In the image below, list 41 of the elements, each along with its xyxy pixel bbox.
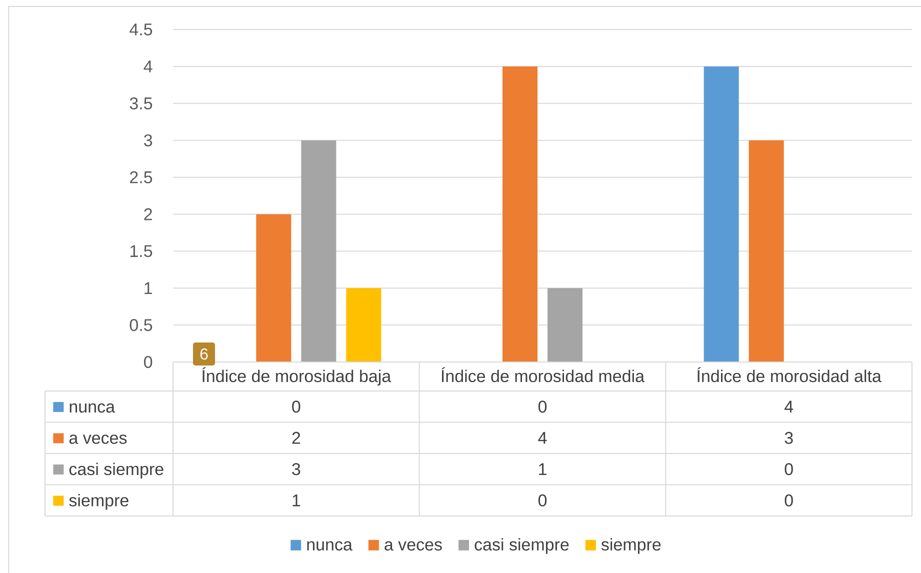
data-label: 4 [538,432,547,444]
data-label: 0 [292,400,300,413]
bar [346,288,382,362]
data-label: 0 [784,463,793,476]
y-tick-label: 2.5 [130,171,152,184]
y-tick-label: 0.5 [130,319,152,332]
bar [301,140,336,362]
data-label: 1 [292,494,300,506]
legend-label: casi siempre [69,462,164,479]
data-label: 3 [784,432,793,444]
y-tick-label: 0 [144,356,152,368]
bar [502,66,538,362]
text: a veces [384,541,442,551]
bar [256,214,292,362]
data-label: 0 [538,400,547,413]
y-tick-label: 3.5 [130,97,152,110]
legend-label: nunca [307,541,352,551]
data-label: 1 [539,463,546,476]
y-tick-label: 4 [144,60,152,72]
y-tick-label: 3 [144,134,152,146]
data-label: 2 [292,432,300,444]
data-label: 3 [292,463,300,476]
data-label: 4 [784,400,794,413]
x-tick-label: Índice de morosidad alta [697,367,882,382]
bar [704,66,739,362]
y-tick-label: 1.5 [130,245,152,258]
legend-label: siempre [69,494,128,510]
y-tick-label: 4.5 [130,24,152,36]
y-tick-label: 2 [144,208,152,220]
y-tick-label: 1 [144,282,152,294]
annotation: 6 [200,348,208,360]
data-label: 0 [784,494,793,506]
x-tick-label: Índice de morosidad media [442,367,645,382]
data-label: 0 [538,494,547,506]
legend-label: a veces [69,434,127,444]
bar [748,140,784,362]
text: nunca [70,403,116,413]
text: siempre [601,538,661,554]
x-tick-label: Índice de morosidad baja [202,367,392,386]
text: casi siempre [474,538,569,554]
bar [548,288,583,362]
